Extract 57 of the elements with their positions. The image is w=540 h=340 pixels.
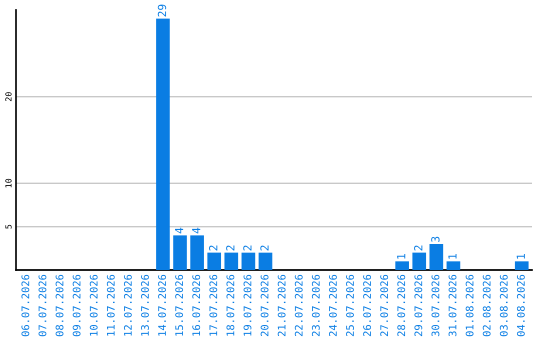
x-tick-label: 02.08.2026 bbox=[482, 274, 491, 336]
bar bbox=[395, 261, 409, 270]
x-tick-label: 19.07.2026 bbox=[244, 274, 252, 336]
y-tick-label: 20 bbox=[5, 92, 12, 102]
data-label: 1 bbox=[516, 254, 525, 259]
data-label: 2 bbox=[260, 246, 269, 250]
data-label: 2 bbox=[209, 246, 218, 250]
data-label: 4 bbox=[175, 228, 184, 234]
x-tick-label: 20.07.2026 bbox=[260, 274, 269, 336]
x-tick-label: 17.07.2026 bbox=[209, 274, 218, 336]
data-label: 2 bbox=[226, 246, 234, 250]
bar bbox=[514, 261, 529, 270]
x-tick-label: 06.07.2026 bbox=[21, 274, 30, 336]
x-tick-label: 26.07.2026 bbox=[363, 274, 372, 336]
x-tick-label: 22.07.2026 bbox=[294, 274, 303, 336]
x-tick-label: 01.08.2026 bbox=[466, 274, 474, 336]
bar bbox=[412, 252, 426, 270]
data-label: 3 bbox=[431, 236, 440, 242]
bar bbox=[156, 18, 170, 270]
x-tick-label: 15.07.2026 bbox=[175, 274, 184, 336]
x-tick-label: 21.07.2026 bbox=[278, 274, 286, 336]
x-tick-label: 25.07.2026 bbox=[346, 274, 354, 336]
bar bbox=[429, 244, 444, 270]
bar bbox=[446, 261, 460, 270]
x-tick-label: 11.07.2026 bbox=[106, 274, 115, 336]
x-tick-label: 27.07.2026 bbox=[380, 274, 388, 336]
x-tick-label: 03.08.2026 bbox=[500, 274, 508, 336]
x-tick-label: 28.07.2026 bbox=[397, 274, 406, 336]
bar bbox=[207, 252, 222, 270]
x-tick-label: 29.07.2026 bbox=[414, 274, 422, 336]
x-tick-label: 08.07.2026 bbox=[56, 274, 64, 336]
x-tick-label: 24.07.2026 bbox=[328, 274, 337, 336]
x-tick-label: 09.07.2026 bbox=[72, 274, 81, 336]
bar bbox=[190, 235, 204, 270]
bar bbox=[242, 252, 256, 270]
y-tick-label: 5 bbox=[5, 224, 12, 229]
y-tick-label: 10 bbox=[5, 178, 12, 188]
data-label: 29 bbox=[158, 4, 166, 16]
x-tick-label: 23.07.2026 bbox=[312, 274, 320, 336]
bar bbox=[224, 252, 238, 270]
x-tick-label: 14.07.2026 bbox=[158, 274, 166, 336]
x-tick-label: 16.07.2026 bbox=[192, 274, 200, 336]
x-tick-label: 04.08.2026 bbox=[516, 274, 525, 336]
data-label: 2 bbox=[414, 246, 422, 250]
x-tick-label: 30.07.2026 bbox=[431, 274, 440, 336]
data-label: 1 bbox=[397, 254, 406, 259]
data-label: 2 bbox=[243, 246, 252, 250]
x-tick-label: 31.07.2026 bbox=[448, 274, 456, 336]
bar bbox=[173, 235, 187, 270]
x-tick-label: 10.07.2026 bbox=[90, 274, 98, 336]
bar bbox=[258, 252, 272, 270]
data-label: 1 bbox=[448, 254, 456, 259]
x-tick-label: 12.07.2026 bbox=[124, 274, 132, 336]
x-tick-label: 13.07.2026 bbox=[141, 274, 149, 336]
data-label: 4 bbox=[192, 228, 200, 234]
x-tick-label: 18.07.2026 bbox=[226, 274, 234, 336]
x-tick-label: 07.07.2026 bbox=[38, 274, 46, 336]
